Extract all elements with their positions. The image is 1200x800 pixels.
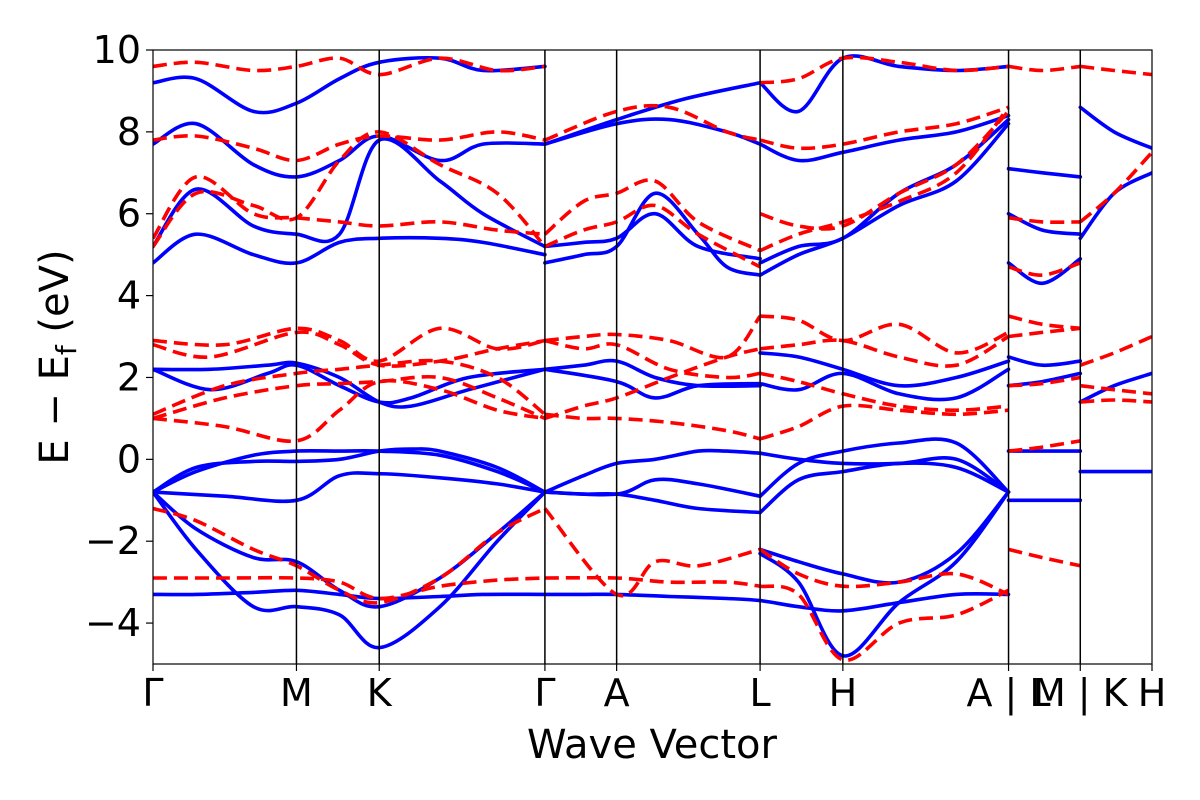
y-tick-label: −4 [85, 601, 141, 645]
y-tick-label: 6 [117, 192, 141, 236]
solid-band-line [758, 451, 1011, 494]
x-tick-label: H [829, 671, 858, 715]
dashed-band-line [543, 178, 761, 253]
solid-band-line [153, 471, 547, 504]
dashed-band-line [759, 106, 1010, 253]
dashed-band-line [1080, 64, 1152, 77]
dashed-band-line [153, 130, 546, 163]
x-tick-label: H [1138, 671, 1167, 715]
dashed-band-line [759, 314, 1010, 355]
solid-band-line [543, 367, 762, 400]
solid-band-line [758, 437, 1011, 498]
solid-band-line [543, 448, 762, 494]
plot-frame [152, 49, 1153, 665]
x-tick-label: M | K [1033, 671, 1129, 716]
solid-band-line [153, 449, 547, 494]
bands-layer [153, 54, 1152, 662]
solid-band-line [153, 447, 547, 494]
solid-band-line [153, 232, 547, 266]
dashed-band-line [153, 330, 546, 368]
solid-band-line [543, 211, 762, 261]
dashed-band-line [1008, 547, 1081, 568]
solid-band-line [1078, 105, 1152, 150]
y-axis-title-subscript: f [50, 344, 83, 355]
dashed-band-line [153, 506, 546, 605]
solid-band-line [543, 117, 762, 146]
x-tick-label: Γ [142, 671, 163, 715]
y-tick-label: 2 [117, 355, 141, 399]
solid-band-line [758, 351, 1011, 388]
solid-band-line [758, 490, 1011, 585]
x-tick-label: M [280, 671, 313, 715]
dashed-band-line [153, 56, 546, 77]
dashed-band-line [1008, 375, 1081, 388]
dashed-band-line [759, 105, 1010, 151]
y-tick-label: 10 [93, 28, 141, 72]
x-tick-label: A [604, 671, 630, 715]
y-tick-label: 0 [117, 437, 141, 481]
dashed-band-line [1008, 64, 1081, 73]
x-axis-title: Wave Vector [527, 722, 778, 768]
dashed-band-line [759, 403, 1009, 441]
dashed-band-line [544, 314, 762, 360]
dashed-band-line [544, 103, 761, 142]
dashed-band-line [1080, 383, 1152, 396]
dashed-band-line [1008, 216, 1081, 225]
solid-band-line [543, 191, 762, 277]
dashed-band-line [759, 55, 1009, 85]
solid-band-line [1006, 166, 1083, 179]
y-axis-ticks: −4 −2 0 2 4 6 8 10 [85, 28, 153, 645]
x-tick-label: Γ [534, 671, 555, 715]
solid-band-line [543, 477, 762, 498]
x-tick-label: L [750, 671, 771, 715]
y-axis-title-unit: (eV) [32, 249, 78, 345]
y-axis-title: E − Ef (eV) [32, 249, 83, 464]
dashed-band-line [153, 375, 546, 421]
solid-band-line [543, 80, 762, 146]
dashed-band-line [153, 358, 547, 416]
solid-band-line [758, 490, 1011, 658]
solid-band-line [1006, 355, 1083, 368]
dashed-band-line [1008, 439, 1081, 453]
dashed-band-line [759, 547, 1010, 597]
dashed-band-line [153, 575, 545, 601]
y-axis-title-main: E − E [32, 355, 78, 465]
kpath-divider-lines [295, 50, 1082, 664]
solid-band-line [758, 461, 1011, 515]
x-tick-label: A | L [966, 671, 1050, 716]
dashed-band-line [1079, 334, 1152, 367]
dashed-band-line [543, 507, 761, 598]
solid-band-line [153, 490, 547, 650]
dashed-band-line [153, 378, 546, 444]
dashed-band-line [544, 338, 761, 380]
dashed-band-line [1080, 398, 1152, 404]
solid-band-line [1078, 371, 1152, 404]
dashed-band-line [544, 412, 761, 441]
dashed-band-line [1007, 261, 1081, 277]
solid-band-line [758, 113, 1011, 163]
solid-band-line [153, 121, 547, 179]
dashed-band-line [153, 326, 546, 363]
y-tick-label: 4 [117, 274, 141, 318]
y-tick-label: −2 [85, 519, 141, 563]
solid-band-line [153, 55, 547, 115]
y-tick-label: 8 [117, 110, 141, 154]
dashed-band-line [153, 175, 546, 240]
dashed-band-line [153, 130, 547, 248]
dashed-band-line [759, 334, 1010, 368]
dashed-band-line [1079, 151, 1152, 224]
solid-band-line [758, 367, 1011, 402]
solid-band-line [758, 121, 1011, 277]
x-tick-label: K [367, 671, 393, 715]
solid-band-line [153, 136, 547, 249]
dashed-band-line [1008, 326, 1081, 339]
dashed-band-line [544, 575, 761, 588]
dashed-band-line [759, 371, 1009, 412]
